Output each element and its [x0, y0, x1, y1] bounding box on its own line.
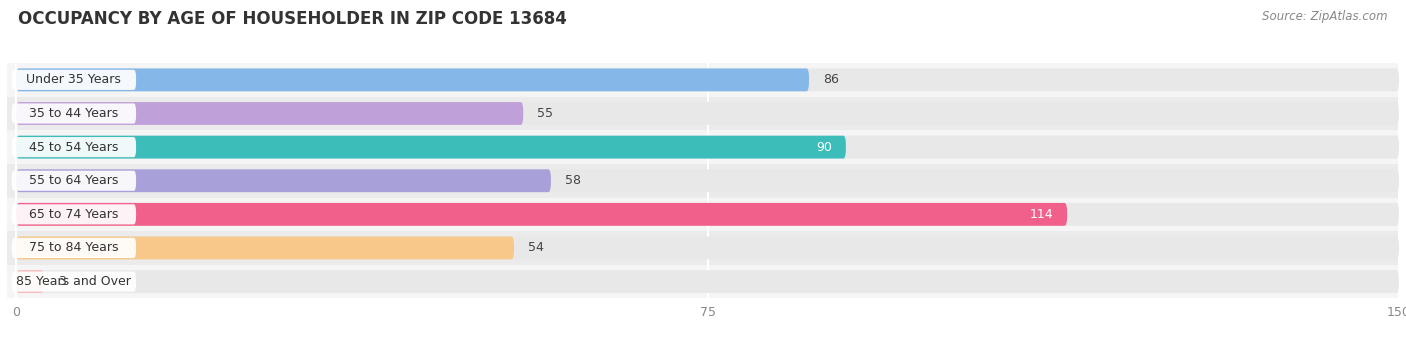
FancyBboxPatch shape	[17, 203, 1067, 226]
FancyBboxPatch shape	[11, 103, 136, 123]
FancyBboxPatch shape	[17, 136, 846, 159]
FancyBboxPatch shape	[17, 136, 1399, 159]
Bar	[7, 63, 1399, 97]
FancyBboxPatch shape	[17, 102, 523, 125]
FancyBboxPatch shape	[11, 171, 136, 191]
Text: 54: 54	[527, 241, 544, 254]
FancyBboxPatch shape	[11, 204, 136, 224]
FancyBboxPatch shape	[17, 69, 808, 91]
FancyBboxPatch shape	[17, 237, 515, 260]
Text: Source: ZipAtlas.com: Source: ZipAtlas.com	[1263, 10, 1388, 23]
FancyBboxPatch shape	[17, 102, 1399, 125]
Bar	[7, 164, 1399, 197]
FancyBboxPatch shape	[11, 70, 136, 90]
Bar	[7, 197, 1399, 231]
Text: 75 to 84 Years: 75 to 84 Years	[30, 241, 118, 254]
Text: 3: 3	[58, 275, 66, 288]
FancyBboxPatch shape	[17, 203, 1399, 226]
FancyBboxPatch shape	[17, 169, 1399, 192]
Text: 55 to 64 Years: 55 to 64 Years	[30, 174, 118, 187]
FancyBboxPatch shape	[17, 237, 1399, 260]
FancyBboxPatch shape	[11, 137, 136, 157]
Text: 85 Years and Over: 85 Years and Over	[17, 275, 131, 288]
Bar	[7, 231, 1399, 265]
Text: 55: 55	[537, 107, 553, 120]
FancyBboxPatch shape	[17, 69, 1399, 91]
Bar	[7, 265, 1399, 298]
Text: 90: 90	[815, 140, 832, 153]
FancyBboxPatch shape	[11, 238, 136, 258]
Bar	[7, 130, 1399, 164]
FancyBboxPatch shape	[11, 271, 136, 292]
Text: OCCUPANCY BY AGE OF HOUSEHOLDER IN ZIP CODE 13684: OCCUPANCY BY AGE OF HOUSEHOLDER IN ZIP C…	[18, 10, 567, 28]
Text: 114: 114	[1029, 208, 1053, 221]
Text: 65 to 74 Years: 65 to 74 Years	[30, 208, 118, 221]
Text: 86: 86	[823, 73, 839, 86]
FancyBboxPatch shape	[17, 270, 44, 293]
Text: Under 35 Years: Under 35 Years	[27, 73, 121, 86]
Text: 45 to 54 Years: 45 to 54 Years	[30, 140, 118, 153]
Text: 58: 58	[565, 174, 581, 187]
Bar	[7, 97, 1399, 130]
FancyBboxPatch shape	[17, 169, 551, 192]
Text: 35 to 44 Years: 35 to 44 Years	[30, 107, 118, 120]
FancyBboxPatch shape	[17, 270, 1399, 293]
